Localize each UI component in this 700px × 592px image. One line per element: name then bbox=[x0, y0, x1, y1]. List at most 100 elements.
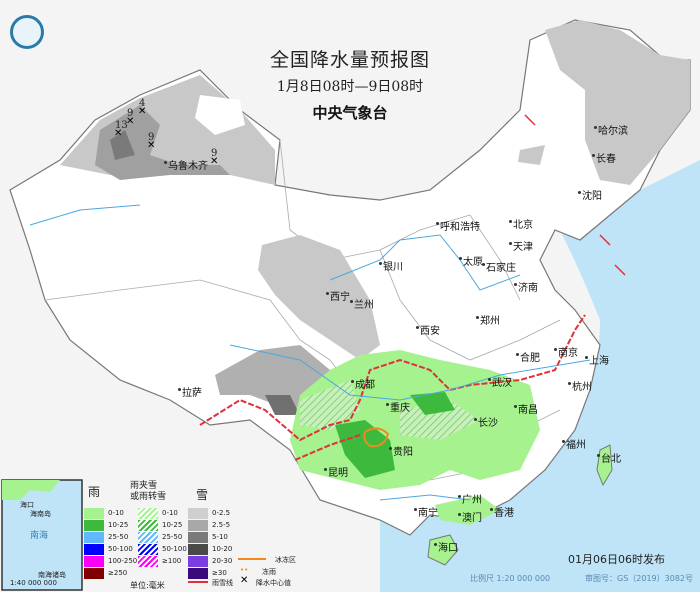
city-label: 兰州 bbox=[354, 300, 374, 311]
city-dot-icon bbox=[562, 440, 565, 443]
map-scale: 比例尺 1:20 000 000 bbox=[470, 574, 551, 583]
city-dot-icon bbox=[379, 262, 382, 265]
issuer: 中央气象台 bbox=[312, 104, 388, 122]
city-dot-icon bbox=[458, 495, 461, 498]
legend-label: 0-10 bbox=[108, 509, 124, 517]
legend-sleet-title-2: 或雨转雪 bbox=[130, 492, 167, 502]
freeze-zone-swatch bbox=[238, 558, 266, 560]
center-value-icon: ✕ bbox=[240, 575, 249, 586]
city-dot-icon bbox=[350, 300, 353, 303]
sea bbox=[380, 160, 700, 592]
legend-label: 100-250 bbox=[108, 557, 138, 565]
city-dot-icon bbox=[164, 161, 167, 164]
city-dot-icon bbox=[594, 126, 597, 129]
precip-center-x-icon: ✕ bbox=[126, 116, 135, 127]
map-title: 全国降水量预报图 bbox=[269, 49, 430, 71]
city-label: 贵阳 bbox=[393, 447, 413, 458]
city-dot-icon bbox=[458, 513, 461, 516]
legend-swatch bbox=[138, 544, 158, 555]
legend-label: 25-50 bbox=[108, 533, 129, 541]
legend: 雨 雨夹雪 或雨转雪 雪 0-10 10-25 25-50 50-100 100-250… bbox=[0, 478, 330, 592]
city-dot-icon bbox=[389, 447, 392, 450]
legend-label: 0-10 bbox=[162, 509, 178, 517]
city-label: 杭州 bbox=[572, 382, 592, 393]
legend-swatch bbox=[84, 508, 104, 519]
precip-center-x-icon: ✕ bbox=[210, 156, 219, 167]
city-label: 重庆 bbox=[390, 403, 410, 414]
south-china-sea-inset bbox=[1, 479, 83, 591]
snow-line-swatch bbox=[188, 581, 208, 583]
city-label: 西宁 bbox=[330, 292, 350, 303]
city-label: 西安 bbox=[420, 326, 440, 337]
precip-center-x-icon: ✕ bbox=[114, 128, 123, 139]
city-dot-icon bbox=[488, 378, 491, 381]
legend-label: ≥30 bbox=[212, 569, 227, 577]
city-dot-icon bbox=[178, 388, 181, 391]
city-dot-icon bbox=[436, 222, 439, 225]
city-label: 合肥 bbox=[520, 353, 540, 364]
city-dot-icon bbox=[568, 382, 571, 385]
city-dot-icon bbox=[514, 283, 517, 286]
legend-swatch bbox=[84, 556, 104, 567]
city-label: 香港 bbox=[494, 508, 514, 519]
legend-snow-line: 雨雪线 bbox=[212, 579, 233, 587]
inset-island: 海南岛 bbox=[30, 510, 51, 518]
city-label: 石家庄 bbox=[486, 263, 516, 274]
taiwan bbox=[596, 444, 613, 487]
precip-center-value: 13 bbox=[115, 120, 128, 131]
inset-islands: 南海诸岛 bbox=[38, 571, 66, 579]
legend-swatch bbox=[138, 508, 158, 519]
forecast-period: 1月8日08时—9日08时 bbox=[276, 79, 424, 95]
city-dot-icon bbox=[476, 316, 479, 319]
city-dot-icon bbox=[482, 263, 485, 266]
city-label: 银川 bbox=[383, 262, 403, 273]
city-label: 济南 bbox=[518, 283, 538, 294]
legend-swatch bbox=[188, 508, 208, 519]
city-dot-icon bbox=[474, 418, 477, 421]
issue-time: 01月06日06时发布 bbox=[568, 553, 665, 566]
city-dot-icon bbox=[597, 454, 600, 457]
city-label: 哈尔滨 bbox=[598, 126, 628, 137]
legend-swatch bbox=[84, 532, 104, 543]
precip-center-value: 9 bbox=[127, 108, 134, 119]
city-dot-icon bbox=[416, 326, 419, 329]
city-dot-icon bbox=[459, 257, 462, 260]
precip-center-x-icon: ✕ bbox=[147, 140, 156, 151]
legend-swatch bbox=[84, 520, 104, 531]
inset-haikou: 海口 bbox=[20, 501, 34, 509]
legend-label: 2.5-5 bbox=[212, 521, 231, 529]
legend-rain-title: 雨 bbox=[88, 485, 101, 499]
city-label: 北京 bbox=[513, 220, 533, 231]
city-label: 南京 bbox=[558, 348, 578, 359]
city-label: 呼和浩特 bbox=[440, 222, 480, 233]
legend-label: 50-100 bbox=[162, 545, 187, 553]
legend-swatch bbox=[84, 568, 104, 579]
city-label: 天津 bbox=[513, 242, 533, 253]
city-label: 成都 bbox=[355, 380, 375, 391]
legend-swatch bbox=[188, 532, 208, 543]
legend-swatch bbox=[138, 520, 158, 531]
legend-swatch bbox=[138, 556, 158, 567]
city-label: 广州 bbox=[462, 495, 482, 506]
legend-label: 10-20 bbox=[212, 545, 233, 553]
city-label: 拉萨 bbox=[182, 388, 202, 399]
city-label: 南宁 bbox=[418, 508, 438, 519]
cma-logo bbox=[10, 15, 44, 49]
city-dot-icon bbox=[516, 353, 519, 356]
city-dot-icon bbox=[414, 508, 417, 511]
city-dot-icon bbox=[554, 348, 557, 351]
city-label: 台北 bbox=[601, 454, 621, 465]
city-dot-icon bbox=[578, 191, 581, 194]
city-label: 澳门 bbox=[462, 513, 482, 524]
precip-center-x-icon: ✕ bbox=[138, 106, 147, 117]
legend-swatch bbox=[188, 544, 208, 555]
legend-label: 50-100 bbox=[108, 545, 133, 553]
legend-swatch bbox=[188, 556, 208, 567]
city-label: 郑州 bbox=[480, 316, 500, 327]
rivers bbox=[29, 204, 591, 501]
legend-sleet-title-1: 雨夹雪 bbox=[130, 481, 158, 491]
legend-freeze-zone: 冰冻区 bbox=[275, 556, 296, 564]
inset-sea: 南海 bbox=[30, 531, 49, 541]
